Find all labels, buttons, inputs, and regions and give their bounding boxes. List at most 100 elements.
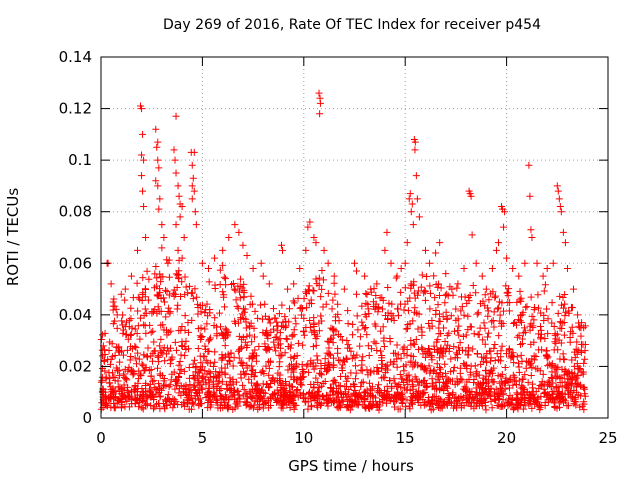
data-point (304, 286, 312, 294)
data-point (521, 324, 529, 332)
data-point (298, 365, 306, 373)
data-point (283, 335, 291, 343)
data-point (406, 294, 414, 302)
data-point (513, 389, 521, 397)
data-point (494, 239, 502, 247)
data-point (533, 259, 541, 267)
data-point (189, 295, 197, 303)
data-point (450, 327, 458, 335)
data-point (540, 316, 548, 324)
data-point (135, 403, 143, 411)
data-point (330, 331, 338, 339)
data-point (374, 308, 382, 316)
data-point (515, 272, 523, 280)
data-point (498, 378, 506, 386)
data-point (283, 401, 291, 409)
data-point (381, 369, 389, 377)
data-point (194, 310, 202, 318)
data-point (167, 327, 175, 335)
data-point (135, 355, 143, 363)
data-point (357, 383, 365, 391)
data-point (155, 358, 163, 366)
data-point (421, 381, 429, 389)
data-point (166, 381, 174, 389)
data-point (253, 394, 261, 402)
data-point (120, 370, 128, 378)
data-point (517, 318, 525, 326)
data-point (289, 383, 297, 391)
data-point (456, 364, 464, 372)
data-point (249, 264, 257, 272)
data-point (296, 389, 304, 397)
data-point (335, 317, 343, 325)
data-point (154, 156, 162, 164)
y-axis-label: ROTI / TECUs (4, 188, 22, 286)
data-point (121, 285, 129, 293)
data-point (448, 377, 456, 385)
data-point (330, 397, 338, 405)
data-point (184, 289, 192, 297)
data-point (421, 246, 429, 254)
x-tick-label: 5 (198, 429, 208, 447)
data-point (140, 351, 148, 359)
data-point (234, 282, 242, 290)
data-point (274, 322, 282, 330)
data-point (467, 371, 475, 379)
data-point (310, 365, 318, 373)
data-point (305, 368, 313, 376)
data-point (324, 289, 332, 297)
data-point (468, 231, 476, 239)
data-point (501, 364, 509, 372)
data-point (299, 341, 307, 349)
data-point (374, 388, 382, 396)
data-point (317, 360, 325, 368)
data-point (417, 283, 425, 291)
data-point (286, 389, 294, 397)
data-point (526, 398, 534, 406)
data-point (496, 402, 504, 410)
data-point (561, 291, 569, 299)
data-point (498, 342, 506, 350)
data-point (300, 314, 308, 322)
data-point (196, 332, 204, 340)
data-point (157, 335, 165, 343)
data-point (161, 405, 169, 413)
data-point (530, 338, 538, 346)
data-point (528, 363, 536, 371)
data-point (381, 246, 389, 254)
data-point (504, 288, 512, 296)
data-point (531, 400, 539, 408)
data-point (197, 359, 205, 367)
data-point (172, 377, 180, 385)
data-point (351, 259, 358, 267)
data-point (267, 380, 275, 388)
data-point (506, 299, 514, 307)
data-point (559, 228, 567, 236)
data-point (359, 401, 367, 409)
data-point (492, 292, 500, 300)
data-point (554, 187, 562, 195)
data-point (186, 381, 194, 389)
data-point (517, 401, 525, 409)
data-point (234, 387, 242, 395)
data-point (175, 373, 183, 381)
data-point (380, 343, 388, 351)
data-point (310, 320, 318, 328)
data-point (257, 259, 265, 267)
data-point (195, 369, 203, 377)
data-point (213, 330, 221, 338)
data-point (543, 347, 551, 355)
data-point (499, 381, 507, 389)
data-point (227, 349, 235, 357)
data-point (252, 357, 260, 365)
data-point (418, 271, 426, 279)
data-point (260, 394, 268, 402)
data-point (438, 403, 446, 411)
data-point (398, 390, 406, 398)
data-point (162, 313, 170, 321)
data-point (460, 264, 468, 272)
data-point (525, 358, 533, 366)
data-point (150, 377, 158, 385)
data-point (196, 352, 204, 360)
data-point (564, 402, 572, 410)
